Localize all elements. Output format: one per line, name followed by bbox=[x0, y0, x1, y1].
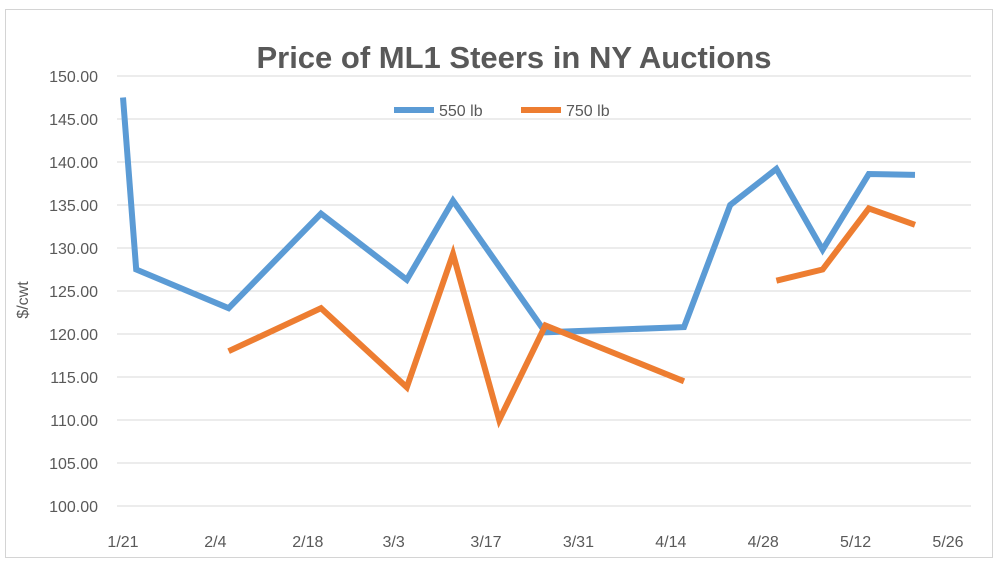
x-tick-label: 4/14 bbox=[655, 534, 686, 551]
y-tick-label: 115.00 bbox=[50, 370, 98, 387]
x-tick-label: 2/4 bbox=[204, 534, 226, 551]
y-tick-label: 140.00 bbox=[49, 155, 98, 172]
y-tick-label: 125.00 bbox=[49, 284, 98, 301]
chart-title: Price of ML1 Steers in NY Auctions bbox=[256, 40, 771, 75]
y-tick-label: 130.00 bbox=[49, 241, 98, 258]
x-tick-label: 3/3 bbox=[382, 534, 404, 551]
y-tick-label: 105.00 bbox=[49, 456, 98, 473]
chart-frame: 100.00 105.00 110.00 115.00 120.00 125.00 130.… bbox=[5, 9, 993, 558]
y-tick-label: 145.00 bbox=[49, 112, 98, 129]
series-line-2 bbox=[227, 243, 686, 429]
x-tick-label: 5/12 bbox=[840, 534, 871, 551]
x-tick-label: 5/26 bbox=[932, 534, 963, 551]
y-tick-label: 100.00 bbox=[49, 499, 98, 516]
y-tick-label: 150.00 bbox=[49, 69, 98, 86]
y-axis-label: $/cwt bbox=[15, 281, 32, 319]
series-lines bbox=[120, 97, 917, 429]
x-tick-label: 3/17 bbox=[470, 534, 501, 551]
x-tick-label: 2/18 bbox=[292, 534, 323, 551]
legend-label: 550 lb bbox=[439, 103, 483, 120]
x-tick-label: 4/28 bbox=[748, 534, 779, 551]
series-line-2 bbox=[775, 204, 917, 284]
y-axis-ticks: 100.00 105.00 110.00 115.00 120.00 125.00 130.… bbox=[49, 69, 98, 516]
legend-label: 750 lb bbox=[566, 103, 610, 120]
x-axis-ticks: 1/21 2/4 2/18 3/3 3/17 3/31 4/14 4/28 5/12 5/26 bbox=[107, 534, 963, 551]
series-line-1 bbox=[120, 97, 916, 336]
y-tick-label: 135.00 bbox=[49, 198, 98, 215]
legend: 550 lb 750 lb bbox=[394, 103, 610, 120]
x-tick-label: 1/21 bbox=[107, 534, 138, 551]
x-tick-label: 3/31 bbox=[563, 534, 594, 551]
y-tick-label: 120.00 bbox=[49, 327, 98, 344]
y-tick-label: 110.00 bbox=[50, 413, 98, 430]
line-chart: 100.00 105.00 110.00 115.00 120.00 125.00 130.… bbox=[15, 40, 971, 551]
